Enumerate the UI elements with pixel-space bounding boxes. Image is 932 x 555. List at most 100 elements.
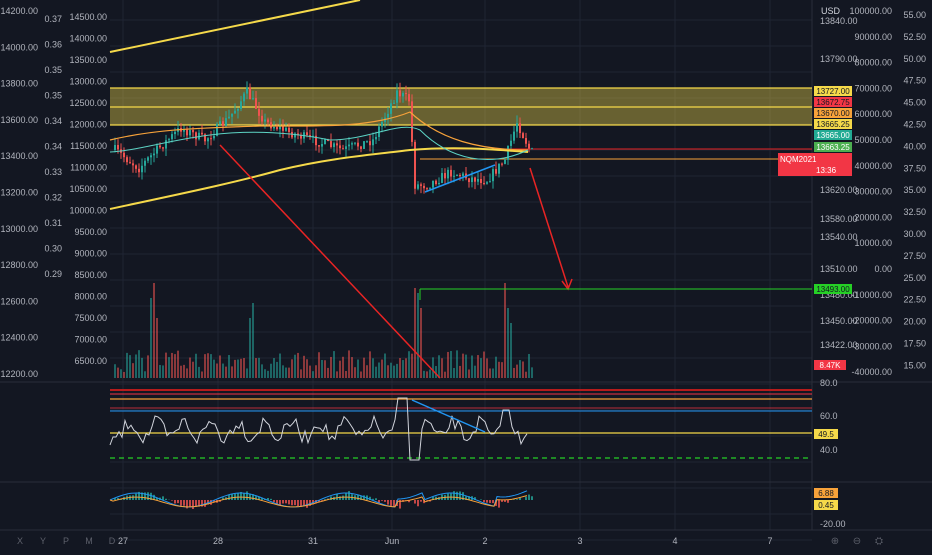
candle-body [504,160,506,164]
price-tag: 13672.75 [816,98,850,107]
macd-histogram-bar [183,500,185,506]
candle-body [486,182,488,184]
rsi-axis-tick: 60.0 [820,411,838,421]
left-axis-2-tick: 0.33 [44,167,62,177]
candle-body [201,133,203,135]
volume-bar [519,360,521,378]
candle-body [261,116,263,122]
volume-bar [183,365,185,378]
rsi-axis-tick: 80.0 [820,378,838,388]
candle-body [318,145,320,146]
volume-bar [219,355,221,378]
macd-histogram-bar [420,500,422,502]
macd-histogram-bar [507,500,509,503]
volume-bar [426,371,428,378]
candle-body [426,188,428,189]
volume-bar [393,366,395,378]
zoom-in-icon[interactable]: ⊕ [831,536,839,547]
scale-button-y[interactable]: Y [40,536,46,546]
scale-button-d[interactable]: D [109,536,116,546]
candle-body [396,90,398,102]
volume-bar [114,364,116,378]
candle-body [189,130,191,135]
volume-bar [456,350,458,378]
macd-histogram-bar [498,500,500,508]
volume-bar [492,368,494,378]
scale-button-p[interactable]: P [63,536,69,546]
macd-histogram-bar [489,500,491,503]
volume-bar [336,371,338,378]
candle-body [237,109,239,111]
zoom-out-icon[interactable]: ⊖ [853,536,861,547]
candle-body [462,174,464,177]
left-axis-2-tick: 0.29 [44,269,62,279]
candle-body [282,126,284,130]
volume-bar [144,371,146,378]
right-axis-3-tick: 25.00 [903,273,926,283]
left-axis-1-tick: 12200.00 [0,369,38,379]
candle-body [210,138,212,139]
volume-bar [411,354,413,378]
candle-body [477,179,479,182]
candle-body [243,94,245,102]
candle-body [141,166,143,172]
volume-bar [180,366,182,378]
volume-bar [489,368,491,378]
volume-bar [285,368,287,378]
candle-body [207,138,209,141]
left-axis-1-tick: 14200.00 [0,6,38,16]
right-axis-2-tick: 90000.00 [854,32,892,42]
volume-bar [291,359,293,378]
volume-bar [267,371,269,378]
candle-body [240,101,242,109]
volume-bar [117,368,119,378]
candle-body [276,127,278,129]
rsi-line [110,398,527,460]
macd-histogram-bar [282,500,284,503]
left-axis-1-tick: 13400.00 [0,151,38,161]
macd-histogram-bar [375,498,377,500]
candle-body [228,117,230,118]
right-axis-3-tick: 42.50 [903,120,926,130]
candle-body [213,136,215,139]
volume-bar [441,358,443,378]
candle-body [510,141,512,146]
settings-icon[interactable]: ⛭ [875,536,883,547]
left-axis-2-tick: 0.34 [44,116,62,126]
left-axis-1-tick: 13200.00 [0,188,38,198]
volume-bar [339,361,341,378]
scale-button-m[interactable]: M [85,536,93,546]
volume-bar [474,366,476,378]
right-axis-3-tick: 20.00 [903,317,926,327]
candle-body [264,119,266,121]
rsi-pane [110,390,812,460]
macd-histogram-bar [528,495,530,500]
left-axis-2-tick: 0.36 [44,40,62,50]
volume-bar [294,355,296,378]
right-axis-2-tick: 40000.00 [854,161,892,171]
candle-body [432,181,434,188]
macd-histogram-bar [165,499,167,500]
candle-body [222,121,224,126]
candle-body [528,144,530,149]
volume-bar [369,351,371,378]
candle-body [156,146,158,154]
candle-body [255,98,257,109]
right-axis-3-tick: 45.00 [903,98,926,108]
candle-body [123,153,125,157]
left-axis-2-tick: 0.35 [44,91,62,101]
price-tag: 13493.00 [816,285,850,294]
volume-bar [129,355,131,378]
time-axis-tick: 3 [577,536,582,546]
left-axis-3-tick: 12000.00 [69,120,107,130]
time-axis-tick: 7 [767,536,772,546]
scale-button-x[interactable]: X [17,536,23,546]
ma-200-line [110,148,528,209]
candle-body [372,139,374,145]
macd-histogram-bar [291,500,293,505]
right-axis-3-tick: 37.50 [903,163,926,173]
macd-histogram-bar [483,500,485,502]
volume-bar [153,283,155,378]
